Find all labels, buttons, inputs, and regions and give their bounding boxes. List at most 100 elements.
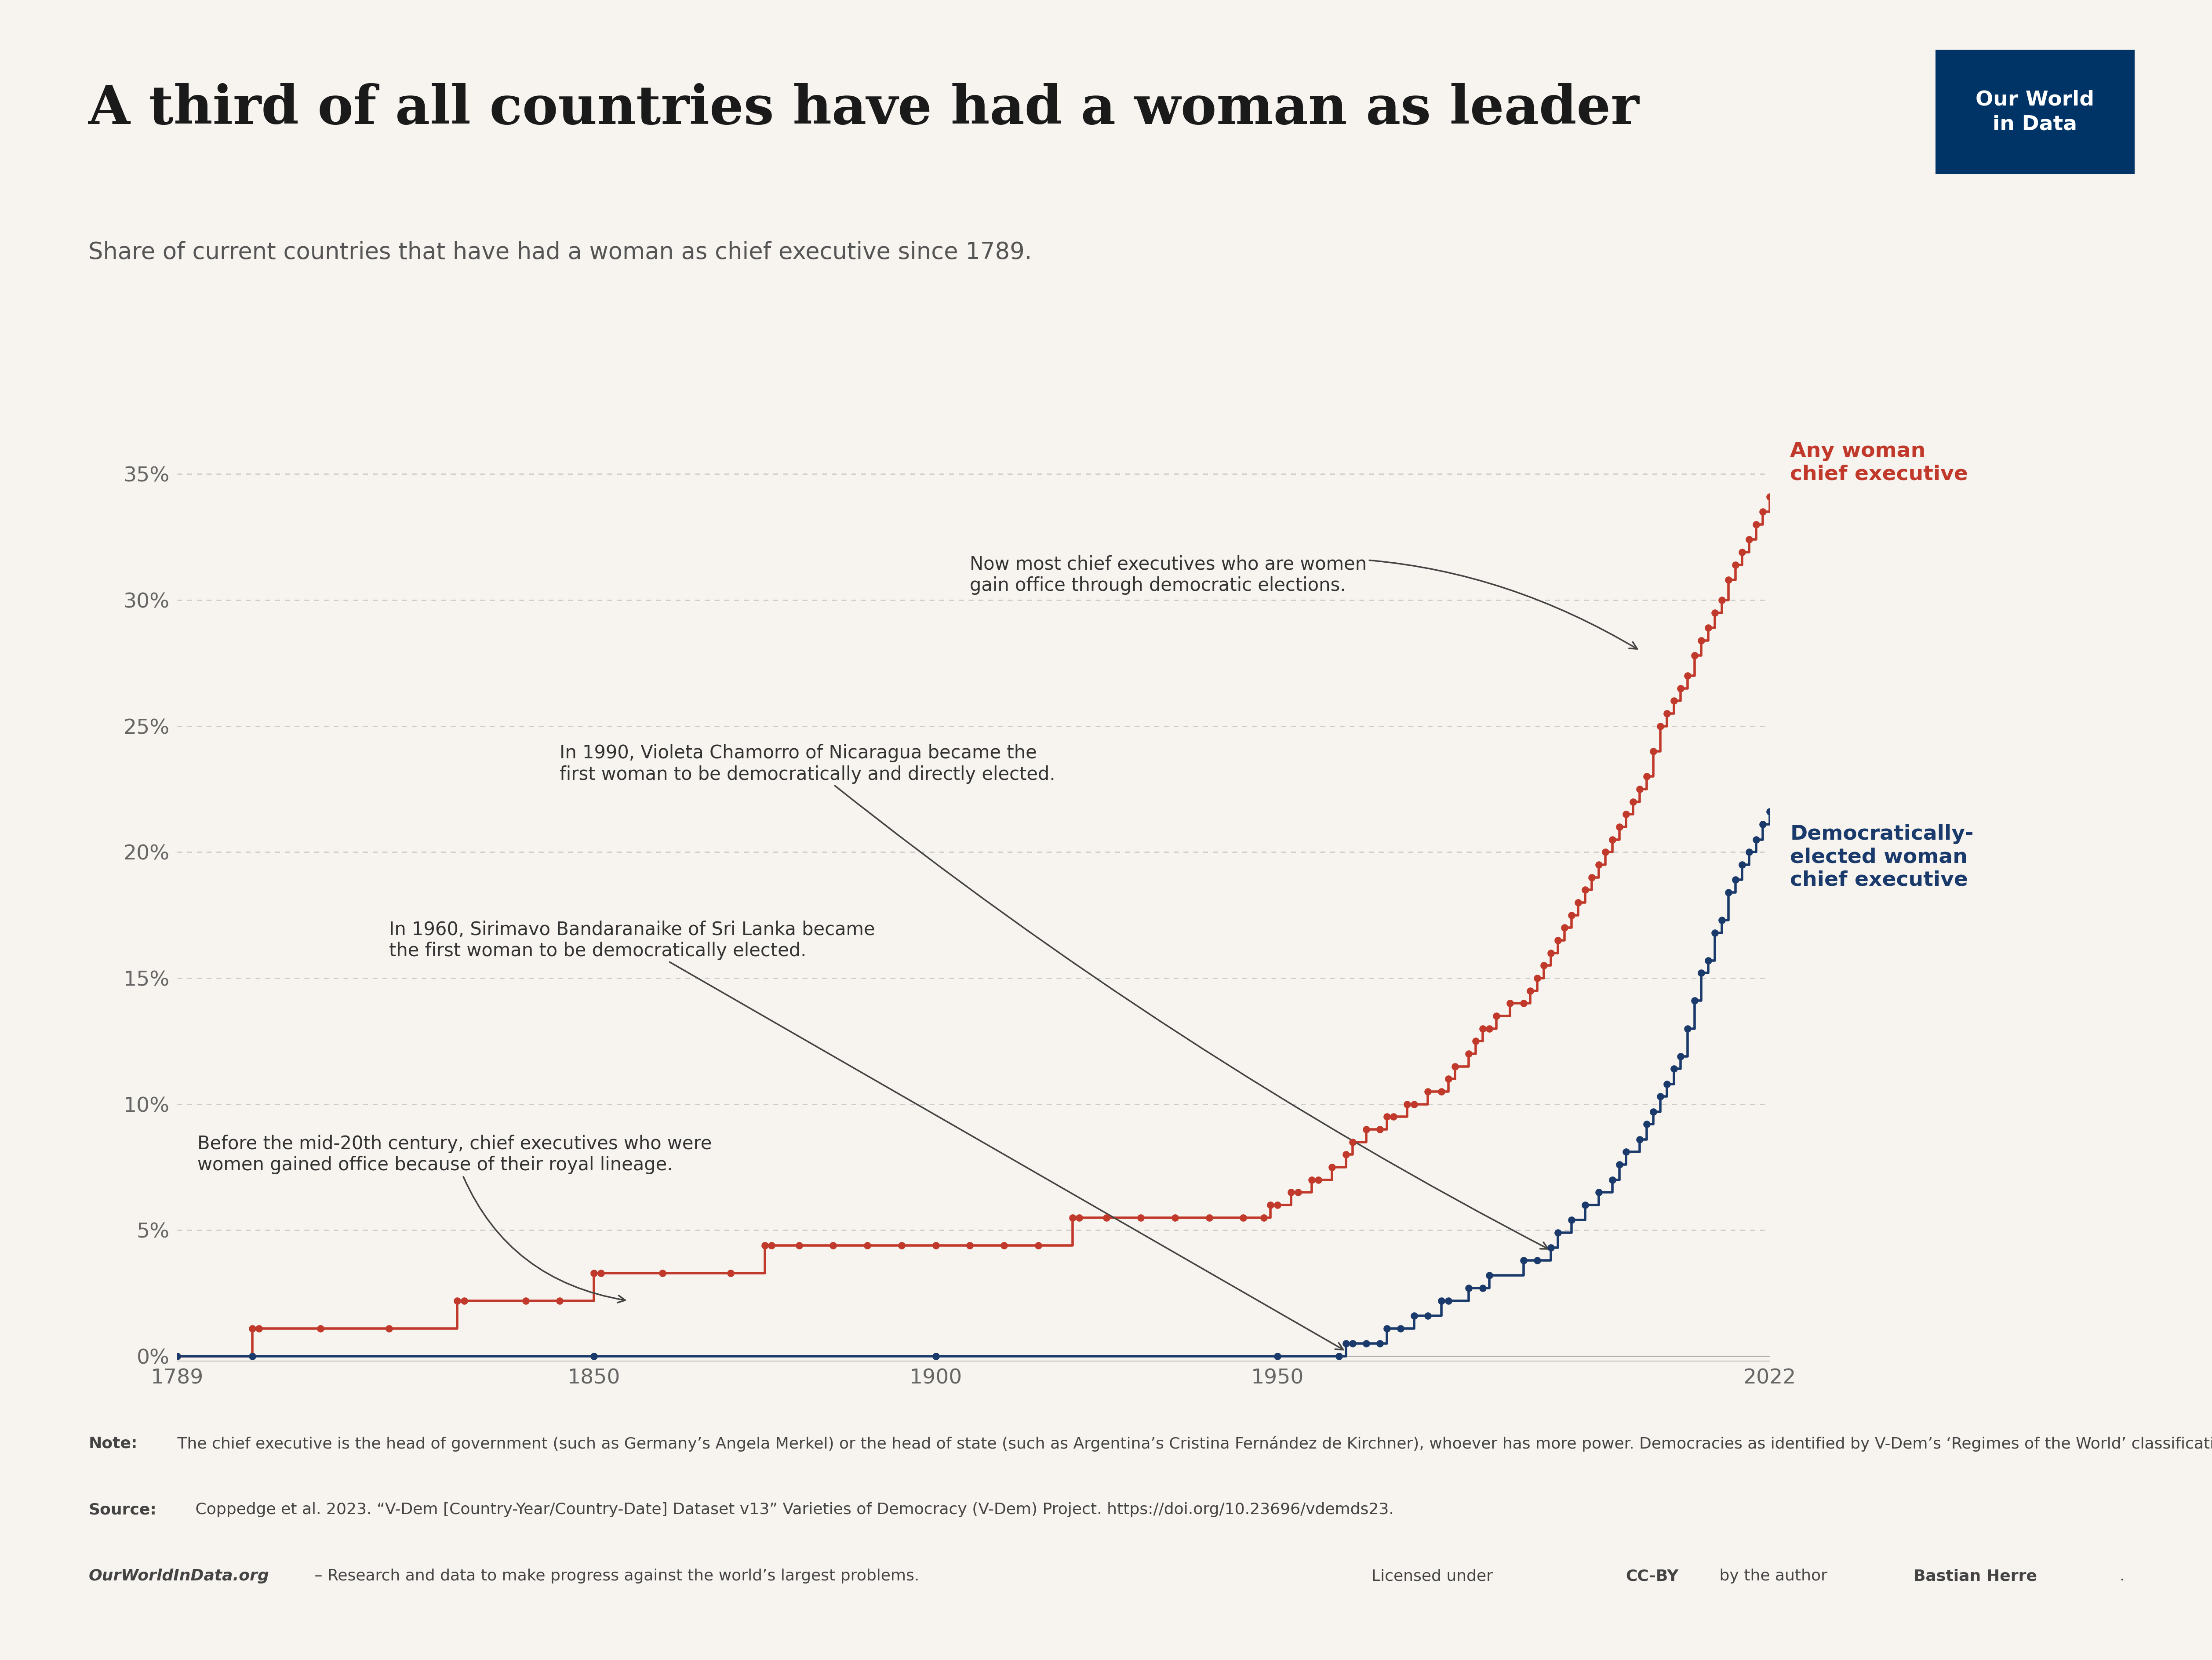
Point [1670,662,1705,689]
Point [1349,1330,1385,1356]
Point [1396,1091,1431,1117]
Point [1252,1192,1287,1218]
Point [1582,1179,1617,1205]
Text: Democratically-
elected woman
chief executive: Democratically- elected woman chief exec… [1790,825,1973,890]
Point [372,1315,407,1341]
Point [816,1232,852,1258]
Point [1327,1140,1363,1167]
Point [1739,511,1774,538]
Point [1601,813,1637,840]
Point [542,1288,577,1315]
Point [1670,1016,1705,1042]
Point [1506,1247,1542,1273]
Point [1363,1116,1398,1142]
Point [1451,1041,1486,1067]
Text: Our World
in Data: Our World in Data [1975,90,2095,134]
Point [1644,1084,1679,1111]
Point [575,1260,611,1286]
Text: Now most chief executives who are women
gain office through democratic elections: Now most chief executives who are women … [969,554,1637,649]
Point [1493,989,1528,1016]
Point [1568,1192,1604,1218]
Text: Share of current countries that have had a woman as chief executive since 1789.: Share of current countries that have had… [88,241,1033,264]
Point [1294,1167,1329,1194]
Point [1464,1016,1500,1042]
Point [1553,901,1588,928]
Text: Before the mid-20th century, chief executives who were
women gained office becau: Before the mid-20th century, chief execu… [197,1135,712,1303]
Point [509,1288,544,1315]
Point [1336,1129,1371,1155]
Point [1327,1330,1363,1356]
Text: A third of all countries have had a woman as leader: A third of all countries have had a woma… [88,83,1639,134]
Point [1635,1099,1670,1125]
Point [1369,1104,1405,1130]
Point [781,1232,816,1258]
Point [1710,566,1745,593]
Text: Source:: Source: [88,1502,157,1517]
Point [1657,687,1692,714]
Point [1697,599,1732,626]
Point [241,1315,276,1341]
Point [885,1232,920,1258]
Point [1425,1079,1460,1106]
Point [1382,1315,1418,1341]
Point [1595,827,1630,853]
Text: The chief executive is the head of government (such as Germany’s Angela Merkel) : The chief executive is the head of gover… [173,1436,2212,1451]
Point [748,1232,783,1258]
Point [1588,838,1624,865]
Point [1533,1235,1568,1262]
Text: In 1990, Violeta Chamorro of Nicaragua became the
first woman to be democratical: In 1990, Violeta Chamorro of Nicaragua b… [560,744,1548,1248]
Point [1409,1079,1444,1106]
Point [1683,627,1719,654]
Point [1559,890,1595,916]
Point [1677,642,1712,669]
Point [1520,1247,1555,1273]
Point [1438,1052,1473,1079]
Point [1245,1204,1281,1230]
Point [1363,1330,1398,1356]
Point [1055,1204,1091,1230]
Point [1644,712,1679,739]
Text: by the author: by the author [1714,1569,1832,1584]
Text: Any woman
chief executive: Any woman chief executive [1790,442,1969,485]
Point [1752,798,1787,825]
Point [1582,852,1617,878]
Point [1621,775,1657,802]
Point [575,1343,611,1370]
Text: In 1960, Sirimavo Bandaranaike of Sri Lanka became
the first woman to be democra: In 1960, Sirimavo Bandaranaike of Sri La… [389,920,1343,1350]
Point [1336,1330,1371,1356]
Point [1719,867,1754,893]
Text: OurWorldInData.org: OurWorldInData.org [88,1569,270,1584]
Point [1376,1104,1411,1130]
Point [1062,1204,1097,1230]
Point [1157,1204,1192,1230]
Point [1663,676,1699,702]
Point [584,1260,619,1286]
Point [1533,940,1568,966]
Text: Bastian Herre: Bastian Herre [1913,1569,2037,1584]
Point [1526,953,1562,979]
Point [1553,1207,1588,1233]
Point [1513,978,1548,1004]
Point [754,1232,790,1258]
Point [303,1315,338,1341]
Point [1396,1303,1431,1330]
Point [1409,1303,1444,1330]
Point [1657,1056,1692,1082]
Point [1677,988,1712,1014]
Point [1683,959,1719,986]
Point [1703,586,1739,613]
Text: CC-BY: CC-BY [1626,1569,1679,1584]
Point [1650,701,1686,727]
Point [1088,1204,1124,1230]
Point [1745,498,1781,525]
Point [440,1288,476,1315]
Point [234,1343,270,1370]
Point [951,1232,987,1258]
Point [1540,1220,1575,1247]
Point [1520,964,1555,991]
Point [1732,838,1767,865]
Text: Licensed under: Licensed under [1371,1569,1498,1584]
Point [918,1343,953,1370]
Text: – Research and data to make progress against the world’s largest problems.: – Research and data to make progress aga… [310,1569,920,1584]
Point [1261,1192,1296,1218]
